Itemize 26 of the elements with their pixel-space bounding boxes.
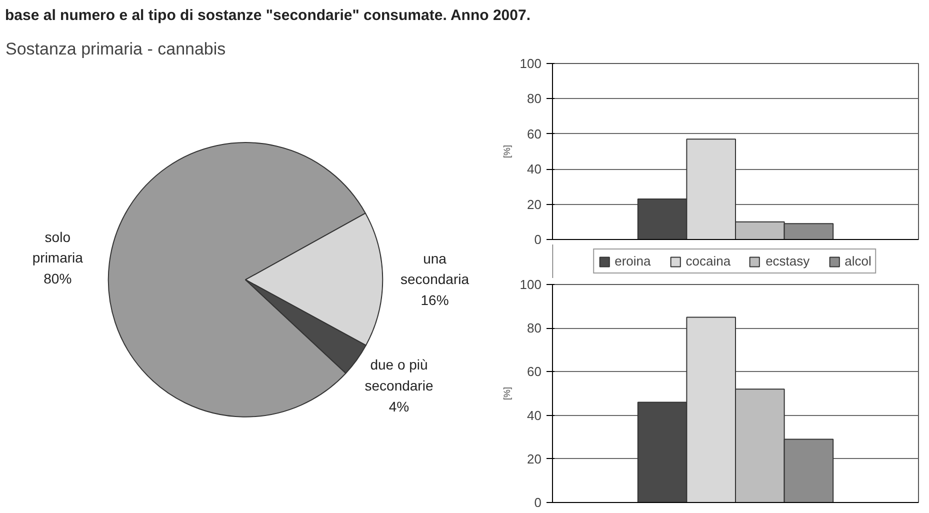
legend-label: alcol <box>844 254 872 269</box>
data-label: 16% <box>420 292 449 308</box>
chart-title: Sostanza primaria - cannabis <box>6 40 226 58</box>
y-tick-label: 20 <box>526 451 542 466</box>
y-tick-label: 0 <box>534 232 542 247</box>
y-tick-label: 80 <box>526 91 542 106</box>
y-tick-label: 80 <box>526 320 542 336</box>
slice-label: una secondaria <box>400 250 470 288</box>
slice-label: due o più secondarie <box>364 356 434 394</box>
legend-label: ecstasy <box>766 254 810 269</box>
legend-label: eroina <box>614 254 651 269</box>
legend-label: cocaina <box>686 254 731 269</box>
y-tick-label: 60 <box>526 364 542 379</box>
text: base al numero e al tipo di sostanze "secondarie" consumate. Anno 2007. <box>5 6 530 26</box>
y-tick-label: 40 <box>526 407 542 422</box>
y-tick-label: 100 <box>519 276 542 292</box>
data-label: 80% <box>44 270 72 286</box>
y-tick-label: 20 <box>526 196 542 212</box>
y-tick-label: 60 <box>526 126 542 142</box>
y-axis-title: [%] <box>501 144 512 158</box>
slice-label: solo primaria <box>32 228 84 266</box>
y-tick-label: 0 <box>534 494 542 510</box>
y-tick-label: 100 <box>519 56 542 71</box>
y-axis-title: [%] <box>501 386 512 400</box>
data-label: 4% <box>388 398 410 414</box>
y-tick-label: 40 <box>526 162 542 177</box>
